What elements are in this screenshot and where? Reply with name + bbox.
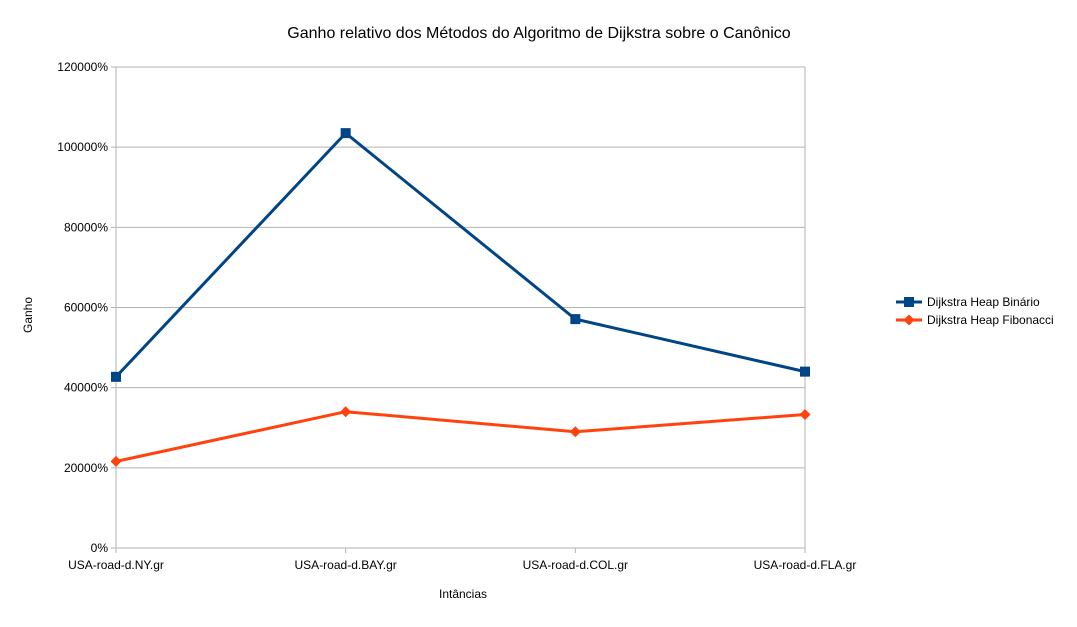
y-tick-labels: 0% 20000% 40000% 60000% 80000% 100000% 120000% [57,60,108,555]
y-axis-label: Ganho [21,297,35,333]
gridlines [116,66,805,549]
y-tick-label: 40000% [64,381,108,395]
series-line-1 [114,131,806,378]
x-tick-label: USA-road-d.COL.gr [523,558,628,572]
y-tick-label: 100000% [57,140,108,154]
y-tick-label: 60000% [64,301,108,315]
series-line-2 [115,410,806,463]
data-point [570,314,581,325]
x-tick-label: USA-road-d.BAY.gr [295,558,397,572]
x-tick-label: USA-road-d.NY.gr [68,558,164,572]
x-tick-label: USA-road-d.FLA.gr [754,558,857,572]
x-axis-label: Intâncias [439,587,487,601]
series-lines [110,128,811,467]
data-point [799,409,811,421]
y-tick-label: 0% [91,541,109,555]
y-tick-label: 120000% [57,60,108,74]
y-tick-label: 20000% [64,461,108,475]
axes [111,66,806,553]
legend-label: Dijkstra Heap Binário [927,295,1040,309]
data-point [110,455,122,467]
legend-marker [904,297,914,307]
data-point [340,128,351,139]
data-point [800,366,810,377]
legend: Dijkstra Heap Binário Dijkstra Heap Fibon… [896,295,1054,327]
data-point [569,426,581,438]
legend-label: Dijkstra Heap Fibonacci [927,313,1054,327]
x-tick-labels: USA-road-d.NY.gr USA-road-d.BAY.gr USA-roa… [68,558,856,572]
data-point [111,371,121,382]
legend-marker [903,314,915,326]
chart-title: Ganho relativo dos Métodos do Algoritmo … [287,25,790,42]
y-tick-label: 80000% [64,220,108,234]
data-point [340,406,352,418]
